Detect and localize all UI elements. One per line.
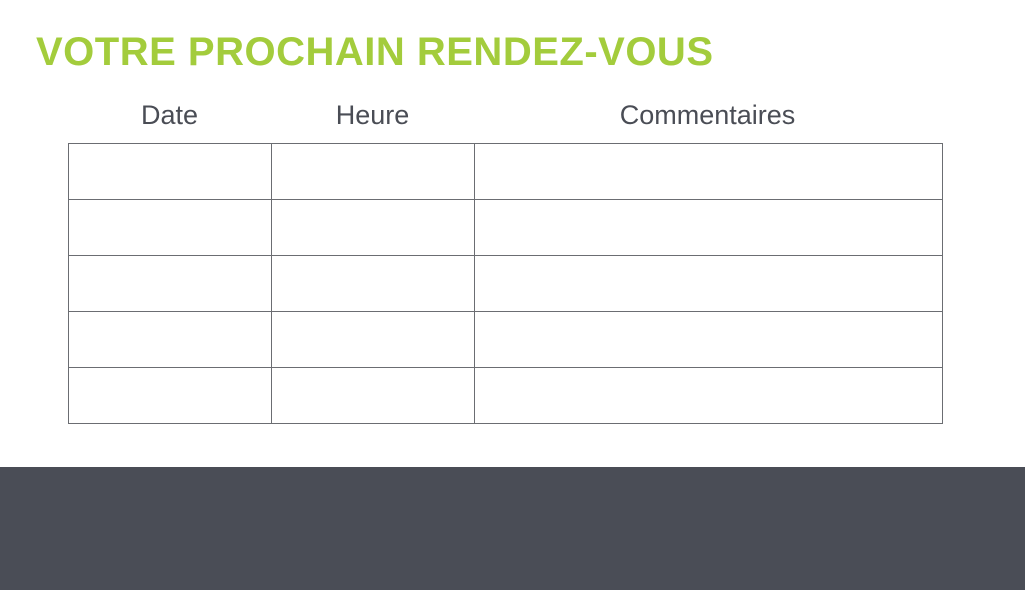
table-row bbox=[68, 143, 943, 200]
table-row bbox=[68, 255, 943, 312]
cell-commentaires[interactable] bbox=[474, 143, 943, 200]
cell-commentaires[interactable] bbox=[474, 311, 943, 368]
appointment-table bbox=[68, 143, 943, 424]
cell-heure[interactable] bbox=[271, 311, 475, 368]
cell-commentaires[interactable] bbox=[474, 255, 943, 312]
table-row bbox=[68, 311, 943, 368]
cell-heure[interactable] bbox=[271, 255, 475, 312]
cell-date[interactable] bbox=[68, 255, 272, 312]
cell-commentaires[interactable] bbox=[474, 199, 943, 256]
cell-heure[interactable] bbox=[271, 199, 475, 256]
cell-heure[interactable] bbox=[271, 143, 475, 200]
cell-date[interactable] bbox=[68, 199, 272, 256]
cell-heure[interactable] bbox=[271, 367, 475, 424]
column-header-date: Date bbox=[140, 100, 199, 130]
column-header-commentaires: Commentaires bbox=[619, 100, 796, 130]
cell-date[interactable] bbox=[68, 143, 272, 200]
cell-date[interactable] bbox=[68, 367, 272, 424]
footer-band bbox=[0, 467, 1025, 590]
column-header-heure: Heure bbox=[335, 100, 410, 130]
page-title: VOTRE PROCHAIN RENDEZ-VOUS bbox=[36, 30, 714, 74]
cell-date[interactable] bbox=[68, 311, 272, 368]
table-row bbox=[68, 367, 943, 424]
table-row bbox=[68, 199, 943, 256]
cell-commentaires[interactable] bbox=[474, 367, 943, 424]
